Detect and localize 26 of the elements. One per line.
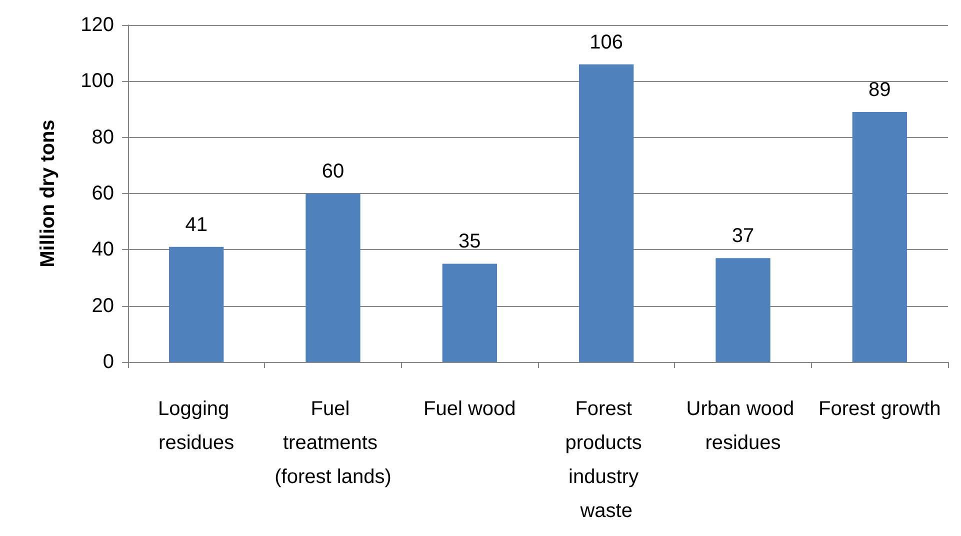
y-axis-title: Million dry tons bbox=[37, 120, 59, 268]
y-tick-label: 60 bbox=[92, 182, 114, 204]
bar bbox=[442, 264, 497, 362]
x-tick-label: Fuel wood bbox=[424, 398, 516, 420]
bar bbox=[306, 194, 360, 362]
x-tick-label: Urban wood residues bbox=[686, 398, 800, 454]
data-label: 106 bbox=[590, 31, 624, 54]
y-tick-label: 40 bbox=[92, 238, 114, 261]
bar bbox=[716, 258, 770, 362]
data-label: 37 bbox=[732, 225, 754, 248]
bar bbox=[852, 112, 907, 362]
data-label: 89 bbox=[868, 79, 891, 102]
bar bbox=[579, 64, 634, 362]
y-tick-label: 20 bbox=[92, 294, 114, 317]
data-label: 60 bbox=[322, 160, 344, 182]
data-label: 41 bbox=[185, 214, 208, 236]
y-tick-label: 100 bbox=[80, 70, 114, 92]
bar bbox=[169, 246, 224, 362]
x-tick-label: Forest growth bbox=[818, 398, 941, 420]
x-tick-label: Logging residues bbox=[158, 398, 235, 454]
y-tick-label: 80 bbox=[92, 126, 114, 148]
data-label: 35 bbox=[458, 230, 481, 253]
x-tick-label: Forest products industry waste bbox=[565, 398, 648, 522]
y-tick-label: 0 bbox=[102, 351, 114, 373]
x-tick-label: Fuel treatments (forest lands) bbox=[274, 398, 392, 488]
y-tick-label: 120 bbox=[80, 14, 114, 36]
